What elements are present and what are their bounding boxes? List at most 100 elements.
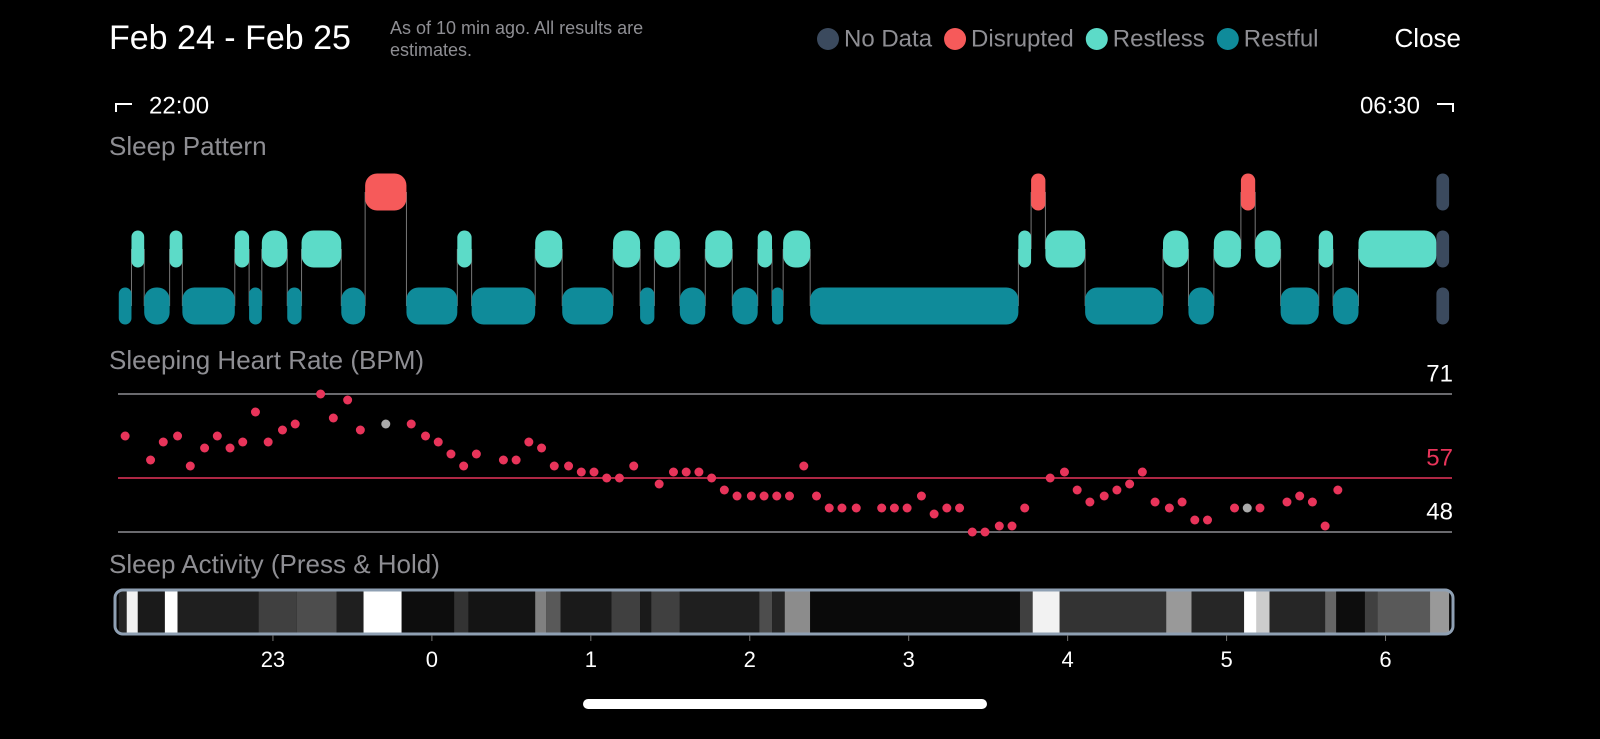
sleep-segment <box>118 287 132 325</box>
heart-rate-point <box>772 491 782 501</box>
sleep-segment <box>1358 230 1437 268</box>
sleep-segment <box>341 287 366 325</box>
activity-block <box>1059 591 1167 633</box>
heart-rate-point <box>316 389 326 399</box>
heart-rate-point <box>732 491 742 501</box>
heart-rate-point <box>812 491 822 501</box>
activity-block <box>1244 591 1257 633</box>
activity-block <box>137 591 165 633</box>
heart-rate-point <box>1230 503 1240 513</box>
activity-block <box>468 591 536 633</box>
heart-rate-point <box>1137 467 1147 477</box>
heart-rate-point <box>549 461 559 471</box>
heart-rate-point <box>824 503 834 513</box>
activity-block <box>1032 591 1060 633</box>
heart-rate-point <box>1164 503 1174 513</box>
sleep-segment <box>1213 230 1241 268</box>
x-tick-label: 6 <box>1379 647 1391 672</box>
activity-block <box>611 591 641 633</box>
sleep-segment <box>1163 230 1189 268</box>
section-title: Sleep Activity (Press & Hold) <box>109 549 440 579</box>
heart-rate-point <box>994 521 1004 531</box>
sleep-segment <box>471 287 536 325</box>
heart-rate-point <box>459 461 469 471</box>
activity-block <box>810 591 1020 633</box>
heart-rate-point <box>1085 497 1095 507</box>
x-tick-label: 1 <box>585 647 597 672</box>
sleep-segment <box>301 230 342 268</box>
heart-rate-point <box>120 431 130 441</box>
sleep-segment <box>705 230 733 268</box>
sleep-segment <box>131 230 145 268</box>
heart-rate-point <box>837 503 847 513</box>
heart-rate-point <box>421 431 431 441</box>
activity-block <box>640 591 652 633</box>
heart-rate-point <box>406 419 416 429</box>
heart-rate-point <box>746 491 756 501</box>
activity-block <box>126 591 138 633</box>
sleep-segment <box>261 230 288 268</box>
x-tick-label: 23 <box>261 647 285 672</box>
heart-rate-point <box>212 431 222 441</box>
activity-block <box>336 591 364 633</box>
sleep-segment <box>406 287 458 325</box>
legend-dot <box>1216 28 1239 50</box>
sleep-segment <box>1318 230 1334 268</box>
legend-dot <box>817 28 839 50</box>
activity-block <box>535 591 547 633</box>
heart-rate-point <box>1150 497 1160 507</box>
activity-block <box>772 591 785 633</box>
heart-rate-point <box>343 395 353 405</box>
sleep-segment <box>249 287 262 325</box>
activity-block <box>118 591 127 633</box>
x-tick-label: 0 <box>426 647 438 672</box>
sleep-segment <box>772 287 784 325</box>
heart-rate-point <box>614 473 624 483</box>
x-tick-label: 2 <box>744 647 756 672</box>
sleep-segment <box>1045 230 1086 268</box>
heart-rate-point <box>967 527 977 537</box>
sleep-segment <box>1018 230 1032 268</box>
activity-block <box>1364 591 1378 633</box>
heart-rate-point <box>1112 485 1122 495</box>
legend-label: Restless <box>1113 25 1205 52</box>
sleep-segment <box>169 230 183 268</box>
heart-rate-point <box>1295 491 1305 501</box>
heart-rate-point <box>902 503 912 513</box>
heart-rate-point <box>707 473 717 483</box>
sleep-segment <box>640 287 655 325</box>
heart-rate-point <box>225 443 235 453</box>
heart-rate-point <box>955 503 965 513</box>
sleep-segment <box>562 287 614 325</box>
activity-block <box>1430 591 1450 633</box>
activity-block <box>296 591 337 633</box>
heart-rate-point <box>1320 521 1330 531</box>
heart-rate-point <box>355 425 365 435</box>
heart-rate-point <box>576 467 586 477</box>
heart-rate-point <box>1007 521 1017 531</box>
section-title: Sleep Pattern <box>109 131 267 161</box>
activity-block <box>1377 591 1431 633</box>
reference-label: 71 <box>1426 360 1453 387</box>
activity-block <box>401 591 455 633</box>
activity-block <box>651 591 680 633</box>
x-tick-label: 5 <box>1220 647 1232 672</box>
sleep-segment <box>457 230 472 268</box>
activity-block <box>454 591 469 633</box>
heart-rate-point <box>1333 485 1343 495</box>
close-button[interactable]: Close <box>1395 23 1461 53</box>
home-indicator <box>583 699 987 709</box>
legend-label: No Data <box>844 25 933 52</box>
heart-rate-point <box>1125 479 1135 489</box>
heart-rate-point <box>694 467 704 477</box>
heart-rate-point <box>785 491 794 501</box>
heart-rate-point <box>1203 515 1213 525</box>
x-tick-label: 3 <box>903 647 915 672</box>
sleep-segment <box>1085 287 1164 325</box>
heart-rate-point <box>602 473 612 483</box>
heart-rate-point <box>877 503 887 513</box>
sleep-segment <box>1188 287 1214 325</box>
x-tick-label: 4 <box>1062 647 1074 672</box>
heart-rate-point <box>719 485 729 495</box>
